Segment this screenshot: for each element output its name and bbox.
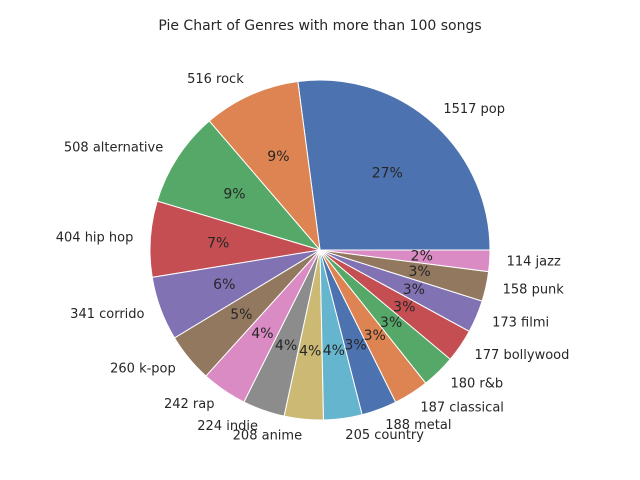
slice-percent-1517-pop: 27%	[372, 165, 403, 181]
slice-label-205-country: 205 country	[345, 428, 424, 443]
slice-percent-173-filmi: 3%	[403, 282, 425, 298]
slice-percent-341-corrido: 6%	[213, 277, 235, 293]
slice-percent-260-k-pop: 5%	[230, 307, 252, 323]
slice-percent-180-r-b: 3%	[380, 315, 402, 331]
slice-percent-188-metal: 3%	[344, 338, 366, 354]
slice-1517-pop	[297, 79, 491, 251]
slice-label-1517-pop: 1517 pop	[443, 102, 505, 117]
chart-title: Pie Chart of Genres with more than 100 s…	[158, 18, 481, 34]
slice-percent-158-punk: 3%	[409, 264, 431, 280]
slice-percent-516-rock: 9%	[267, 149, 289, 165]
slice-label-173-filmi: 173 filmi	[492, 316, 549, 331]
slice-label-114-jazz: 114 jazz	[507, 254, 561, 269]
slice-label-177-bollywood: 177 bollywood	[475, 348, 570, 363]
slice-label-158-punk: 158 punk	[503, 283, 565, 298]
pie-labels: 1517 pop 27% 516 rock 9% 508 alternative 9% 40…	[56, 72, 570, 444]
slice-label-404-hip-hop: 404 hip hop	[56, 230, 134, 245]
slice-508-alternative	[156, 120, 322, 251]
slice-114-jazz	[319, 249, 491, 273]
slice-label-341-corrido: 341 corrido	[70, 307, 144, 322]
slice-label-516-rock: 516 rock	[187, 72, 244, 87]
slice-percent-242-rap: 4%	[251, 326, 273, 342]
slice-percent-208-anime: 4%	[299, 344, 321, 360]
slice-label-508-alternative: 508 alternative	[64, 141, 163, 156]
slice-516-rock	[208, 80, 321, 252]
pie-slices	[149, 79, 491, 421]
slice-percent-205-country: 4%	[323, 343, 345, 359]
slice-percent-114-jazz: 2%	[411, 249, 433, 265]
slice-percent-508-alternative: 9%	[223, 186, 245, 202]
slice-label-224-indie: 224 indie	[197, 419, 258, 434]
slice-label-208-anime: 208 anime	[233, 429, 302, 444]
slice-percent-224-indie: 4%	[275, 338, 297, 354]
slice-percent-404-hip-hop: 7%	[207, 235, 229, 251]
slice-label-260-k-pop: 260 k-pop	[110, 362, 176, 377]
slice-percent-187-classical: 3%	[364, 328, 386, 344]
slice-percent-177-bollywood: 3%	[393, 299, 415, 315]
slice-label-242-rap: 242 rap	[164, 397, 215, 412]
slice-label-187-classical: 187 classical	[420, 400, 504, 415]
slice-label-188-metal: 188 metal	[385, 418, 451, 433]
slice-label-180-r-b: 180 r&b	[450, 376, 503, 391]
